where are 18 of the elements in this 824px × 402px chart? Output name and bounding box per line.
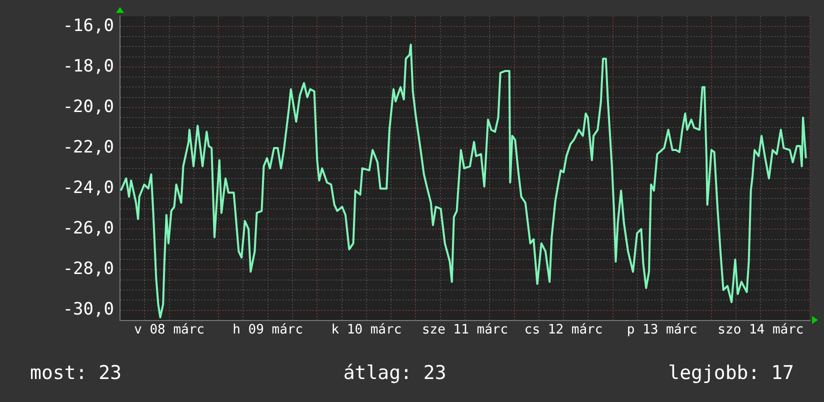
- x-tick-label: p 13 márc: [626, 322, 698, 338]
- x-tick-label: v 08 márc: [134, 322, 205, 338]
- y-tick-label: -20,0: [62, 96, 114, 117]
- x-tick-label: cs 12 márc: [524, 322, 603, 338]
- y-tick-label: -22,0: [62, 137, 114, 158]
- y-tick-label: -16,0: [62, 16, 114, 36]
- text: most: 23: [30, 362, 122, 384]
- y-tick-label: -18,0: [62, 56, 114, 76]
- text: átlag: 23: [343, 362, 446, 384]
- x-tick-label: sze 11 márc: [422, 322, 508, 338]
- x-tick-label: h 09 márc: [232, 322, 304, 338]
- y-tick-label: -28,0: [62, 259, 114, 280]
- x-tick-label: szo 14 márc: [718, 322, 804, 338]
- y-tick-label: -30,0: [62, 300, 114, 320]
- y-tick-label: -26,0: [62, 218, 114, 239]
- x-tick-label: k 10 márc: [331, 322, 402, 338]
- text: legjobb: 17: [668, 362, 794, 384]
- y-tick-label: -24,0: [62, 178, 114, 198]
